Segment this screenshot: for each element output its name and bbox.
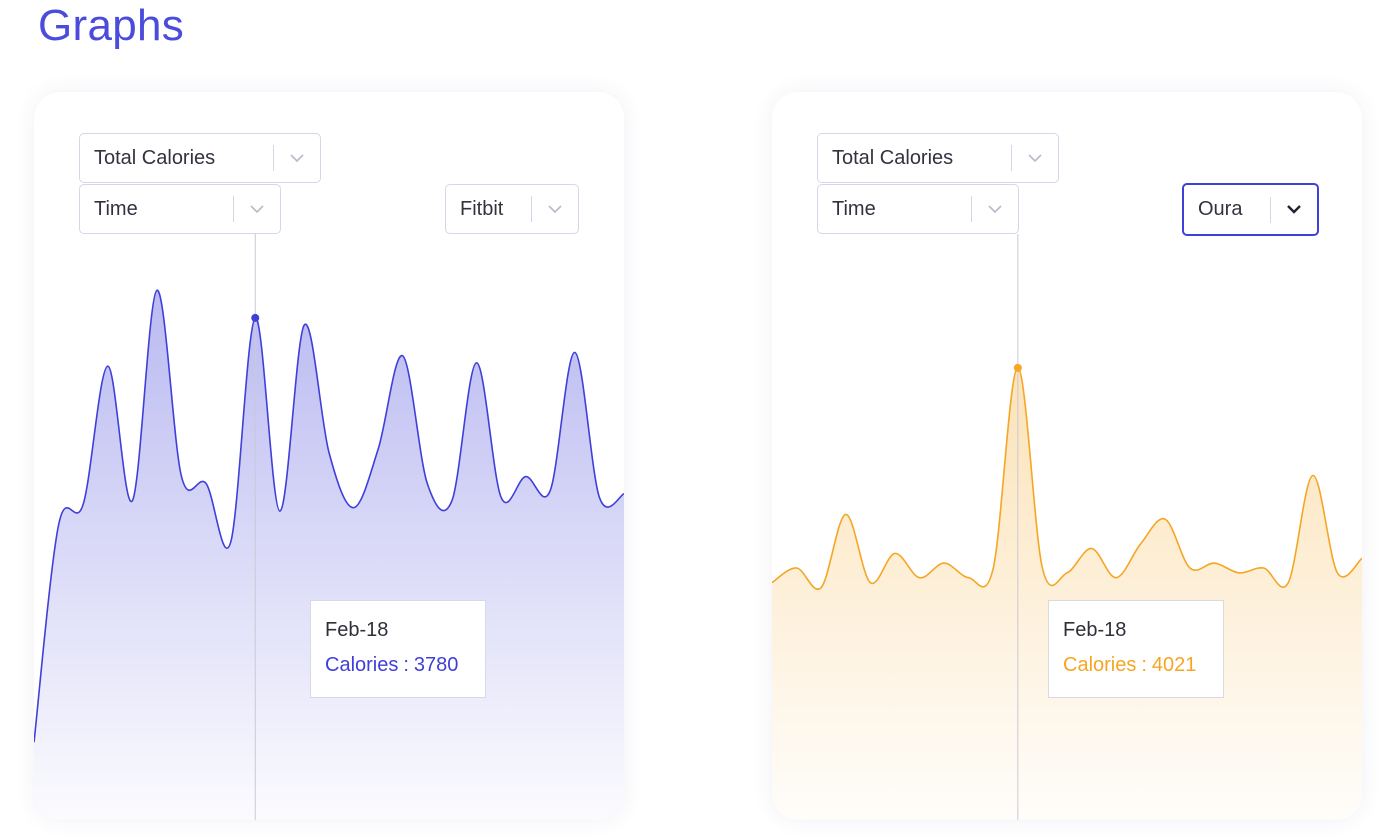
tooltip-date: Feb-18 <box>1063 619 1127 641</box>
tooltip-number: 3780 <box>413 654 459 676</box>
page-title: Graphs <box>38 1 185 50</box>
graph-card-oura: Total Calories Time Oura Feb-18 Calories… <box>772 92 1362 820</box>
area-fill <box>772 367 1362 820</box>
metric-dropdown[interactable]: Total Calories <box>817 133 1059 183</box>
highlight-point <box>251 313 260 322</box>
dropdown-separator <box>233 196 234 222</box>
chevron-down-icon[interactable] <box>1012 134 1058 182</box>
chevron-down-icon[interactable] <box>274 134 320 182</box>
x-axis-dropdown-label: Time <box>832 197 876 220</box>
x-axis-dropdown[interactable]: Time <box>79 184 281 234</box>
chevron-down-icon[interactable] <box>234 185 280 233</box>
dropdown-separator <box>971 196 972 222</box>
tooltip-label: Calories <box>1063 654 1137 676</box>
metric-dropdown-label: Total Calories <box>832 146 954 169</box>
tooltip-value: Calories:4021 <box>1063 652 1223 678</box>
metric-dropdown[interactable]: Total Calories <box>79 133 321 183</box>
source-dropdown-fitbit[interactable]: Fitbit <box>445 184 579 234</box>
tooltip-separator: : <box>1141 654 1147 676</box>
tooltip-label: Calories <box>325 654 399 676</box>
chart-tooltip: Feb-18 Calories:3780 <box>310 600 486 698</box>
source-dropdown-label: Fitbit <box>460 197 504 220</box>
chevron-down-icon[interactable] <box>1271 185 1317 234</box>
dropdown-separator <box>531 196 532 222</box>
tooltip-date: Feb-18 <box>325 619 389 641</box>
graph-card-fitbit: Total Calories Time Fitbit Feb-18 Calori… <box>34 92 624 820</box>
metric-dropdown-label: Total Calories <box>94 146 216 169</box>
highlight-point <box>1013 363 1022 372</box>
tooltip-value: Calories:3780 <box>325 652 485 678</box>
series-line <box>34 289 624 743</box>
area-chart-oura <box>772 234 1362 820</box>
x-axis-dropdown-label: Time <box>94 197 138 220</box>
area-fill <box>34 290 624 820</box>
chart-tooltip: Feb-18 Calories:4021 <box>1048 600 1224 698</box>
dropdown-separator <box>1270 196 1271 223</box>
source-dropdown-label: Oura <box>1198 198 1243 220</box>
dropdown-separator <box>273 145 274 171</box>
x-axis-dropdown[interactable]: Time <box>817 184 1019 234</box>
source-dropdown-oura[interactable]: Oura <box>1182 183 1319 236</box>
tooltip-separator: : <box>403 654 409 676</box>
tooltip-number: 4021 <box>1151 654 1197 676</box>
chevron-down-icon[interactable] <box>532 185 578 233</box>
chevron-down-icon[interactable] <box>972 185 1018 233</box>
series-line <box>772 367 1362 591</box>
dropdown-separator <box>1011 145 1012 171</box>
